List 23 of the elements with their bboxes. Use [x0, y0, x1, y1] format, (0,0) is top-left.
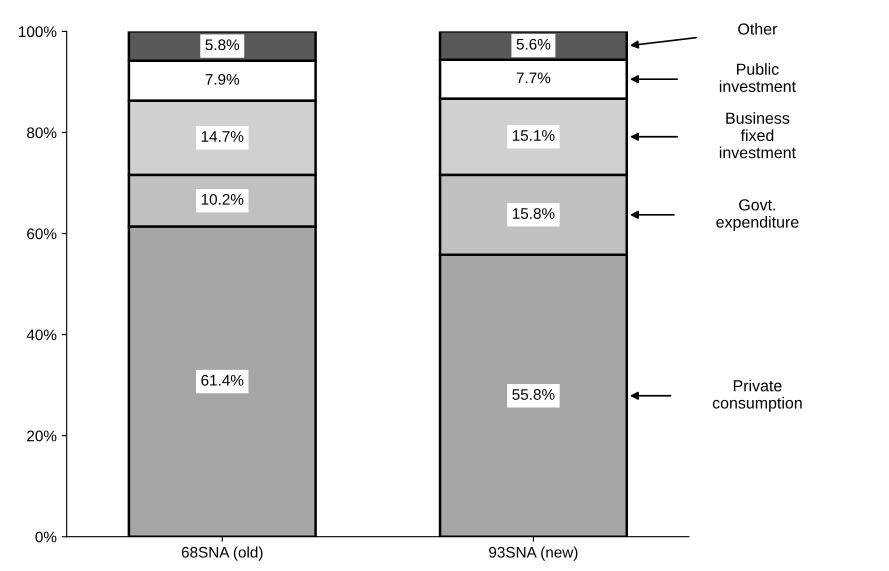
data-label: 10.2%: [202, 194, 244, 205]
text: Public investment: [720, 63, 796, 92]
y-tick-label: 0%: [35, 532, 56, 542]
data-label: 61.4%: [201, 374, 244, 386]
text: Other: [738, 22, 778, 35]
text: Private consumption: [712, 380, 802, 412]
data-label: 5.8%: [205, 39, 240, 50]
data-label: 14.7%: [202, 131, 244, 142]
text: Govt. expenditure: [716, 199, 798, 231]
x-tick-label: 93SNA (new): [489, 546, 578, 561]
data-label: 55.8%: [512, 389, 555, 400]
y-tick-label: 100%: [19, 26, 56, 38]
data-label: 15.8%: [512, 208, 555, 219]
data-label: 7.7%: [516, 72, 550, 84]
y-tick-label: 20%: [27, 430, 56, 442]
x-tick-label: 68SNA (old): [182, 546, 262, 561]
y-tick-label: 40%: [26, 329, 56, 340]
data-label: 7.9%: [206, 74, 240, 85]
text: Business fixed investment: [720, 112, 796, 158]
data-label: 15.1%: [512, 130, 555, 141]
data-label: 5.6%: [516, 38, 550, 50]
y-tick-label: 60%: [27, 228, 56, 240]
y-tick-label: 80%: [27, 127, 56, 138]
